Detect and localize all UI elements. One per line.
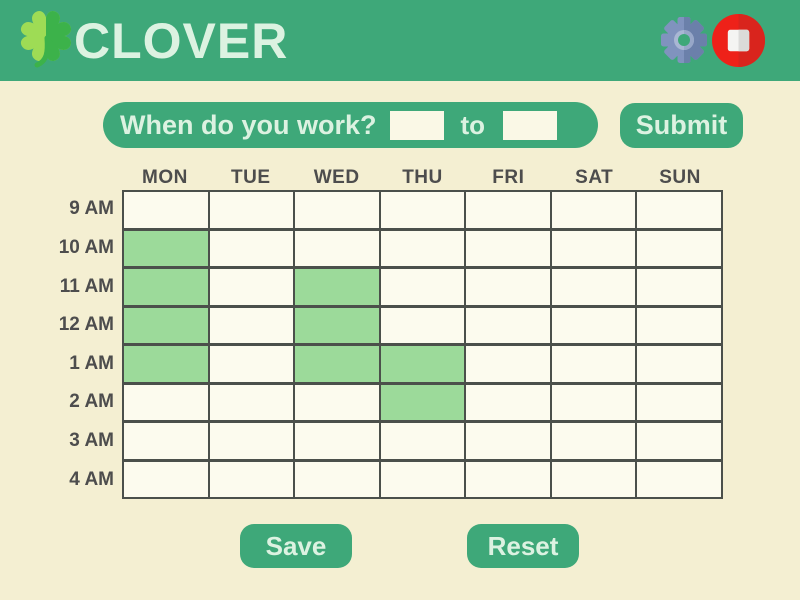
schedule-cell-sat-1am[interactable] xyxy=(551,346,636,382)
schedule-cell-fri-11am[interactable] xyxy=(466,269,550,305)
schedule-cell-tue-3am[interactable] xyxy=(209,423,294,459)
schedule-cell-fri-2am[interactable] xyxy=(466,384,550,420)
schedule-cell-mon-4am[interactable] xyxy=(124,461,208,497)
day-header-thu: THU xyxy=(402,166,443,188)
stop-record-icon xyxy=(712,14,765,67)
clover-icon xyxy=(20,10,72,68)
schedule-cell-thu-10am[interactable] xyxy=(380,230,465,266)
reset-button[interactable]: Reset xyxy=(467,524,579,568)
day-header-tue: TUE xyxy=(231,166,271,188)
schedule-cell-sun-9am[interactable] xyxy=(637,192,721,228)
schedule-cell-tue-4am[interactable] xyxy=(209,461,294,497)
schedule-cell-fri-10am[interactable] xyxy=(466,230,550,266)
header-bar: CLOVER xyxy=(0,0,800,81)
schedule-cell-mon-11am[interactable] xyxy=(124,269,208,305)
schedule-cell-fri-3am[interactable] xyxy=(466,423,550,459)
question-label: When do you work? xyxy=(120,109,377,140)
schedule-cell-wed-11am[interactable] xyxy=(295,269,379,305)
app-title: CLOVER xyxy=(74,13,289,69)
schedule-cell-thu-12am[interactable] xyxy=(380,307,465,343)
schedule-cell-tue-2am[interactable] xyxy=(209,384,294,420)
stop-record-button[interactable] xyxy=(712,14,765,67)
schedule-cell-sun-4am[interactable] xyxy=(637,461,721,497)
gear-icon xyxy=(661,17,707,63)
schedule-cell-wed-1am[interactable] xyxy=(295,346,379,382)
schedule-cell-sun-12am[interactable] xyxy=(637,307,721,343)
save-button[interactable]: Save xyxy=(240,524,352,568)
day-header-fri: FRI xyxy=(492,166,525,188)
schedule-cell-thu-9am[interactable] xyxy=(380,192,465,228)
schedule-grid xyxy=(122,190,723,499)
schedule-cell-thu-11am[interactable] xyxy=(380,269,465,305)
schedule-cell-wed-3am[interactable] xyxy=(295,423,379,459)
schedule-cell-mon-3am[interactable] xyxy=(124,423,208,459)
schedule-cell-sat-3am[interactable] xyxy=(551,423,636,459)
schedule-cell-wed-12am[interactable] xyxy=(295,307,379,343)
schedule-cell-fri-4am[interactable] xyxy=(466,461,550,497)
schedule-cell-tue-1am[interactable] xyxy=(209,346,294,382)
hour-label-1am: 1 AM xyxy=(69,352,114,374)
work-end-input[interactable] xyxy=(503,110,558,140)
schedule-cell-sat-9am[interactable] xyxy=(551,192,636,228)
hour-label-11am: 11 AM xyxy=(59,275,114,297)
schedule-cell-wed-4am[interactable] xyxy=(295,461,379,497)
schedule-cell-wed-9am[interactable] xyxy=(295,192,379,228)
to-separator: to xyxy=(460,109,486,140)
hour-label-9am: 9 AM xyxy=(69,198,114,220)
schedule-cell-wed-2am[interactable] xyxy=(295,384,379,420)
schedule-cell-wed-10am[interactable] xyxy=(295,230,379,266)
schedule-cell-fri-12am[interactable] xyxy=(466,307,550,343)
schedule-cell-mon-10am[interactable] xyxy=(124,230,208,266)
schedule-cell-sat-10am[interactable] xyxy=(551,230,636,266)
schedule-cell-tue-12am[interactable] xyxy=(209,307,294,343)
schedule-cell-mon-2am[interactable] xyxy=(124,384,208,420)
schedule-cell-sat-11am[interactable] xyxy=(551,269,636,305)
schedule-cell-thu-4am[interactable] xyxy=(380,461,465,497)
schedule-cell-thu-1am[interactable] xyxy=(380,346,465,382)
schedule-cell-fri-9am[interactable] xyxy=(466,192,550,228)
schedule-cell-fri-1am[interactable] xyxy=(466,346,550,382)
schedule-cell-mon-9am[interactable] xyxy=(124,192,208,228)
schedule-cell-sun-3am[interactable] xyxy=(637,423,721,459)
schedule-cell-sun-11am[interactable] xyxy=(637,269,721,305)
submit-button[interactable]: Submit xyxy=(620,103,743,148)
schedule-cell-tue-11am[interactable] xyxy=(209,269,294,305)
hour-label-column: 9 AM 10 AM 11 AM 12 AM 1 AM 2 AM 3 AM 4 AM xyxy=(20,190,114,499)
hour-label-12am: 12 AM xyxy=(58,314,114,336)
schedule-cell-sat-12am[interactable] xyxy=(551,307,636,343)
day-header-sun: SUN xyxy=(659,166,701,188)
hour-label-10am: 10 AM xyxy=(58,236,114,258)
hour-label-2am: 2 AM xyxy=(69,391,114,413)
day-header-row: MON TUE WED THU FRI SAT SUN xyxy=(122,165,723,190)
schedule-cell-thu-2am[interactable] xyxy=(380,384,465,420)
settings-button[interactable] xyxy=(660,16,708,64)
day-header-wed: WED xyxy=(313,166,360,188)
schedule-cell-tue-10am[interactable] xyxy=(209,230,294,266)
schedule-cell-sun-10am[interactable] xyxy=(637,230,721,266)
day-header-sat: SAT xyxy=(575,166,614,188)
hour-label-3am: 3 AM xyxy=(69,430,114,452)
schedule-cell-tue-9am[interactable] xyxy=(209,192,294,228)
schedule-cell-thu-3am[interactable] xyxy=(380,423,465,459)
day-header-mon: MON xyxy=(142,166,188,188)
work-hours-form: When do you work? to xyxy=(103,102,598,148)
work-start-input[interactable] xyxy=(389,110,444,140)
hour-label-4am: 4 AM xyxy=(69,468,114,490)
schedule-cell-sat-4am[interactable] xyxy=(551,461,636,497)
schedule-cell-mon-1am[interactable] xyxy=(124,346,208,382)
schedule-cell-sun-2am[interactable] xyxy=(637,384,721,420)
schedule-cell-sat-2am[interactable] xyxy=(551,384,636,420)
schedule-cell-sun-1am[interactable] xyxy=(637,346,721,382)
schedule-cell-mon-12am[interactable] xyxy=(124,307,208,343)
